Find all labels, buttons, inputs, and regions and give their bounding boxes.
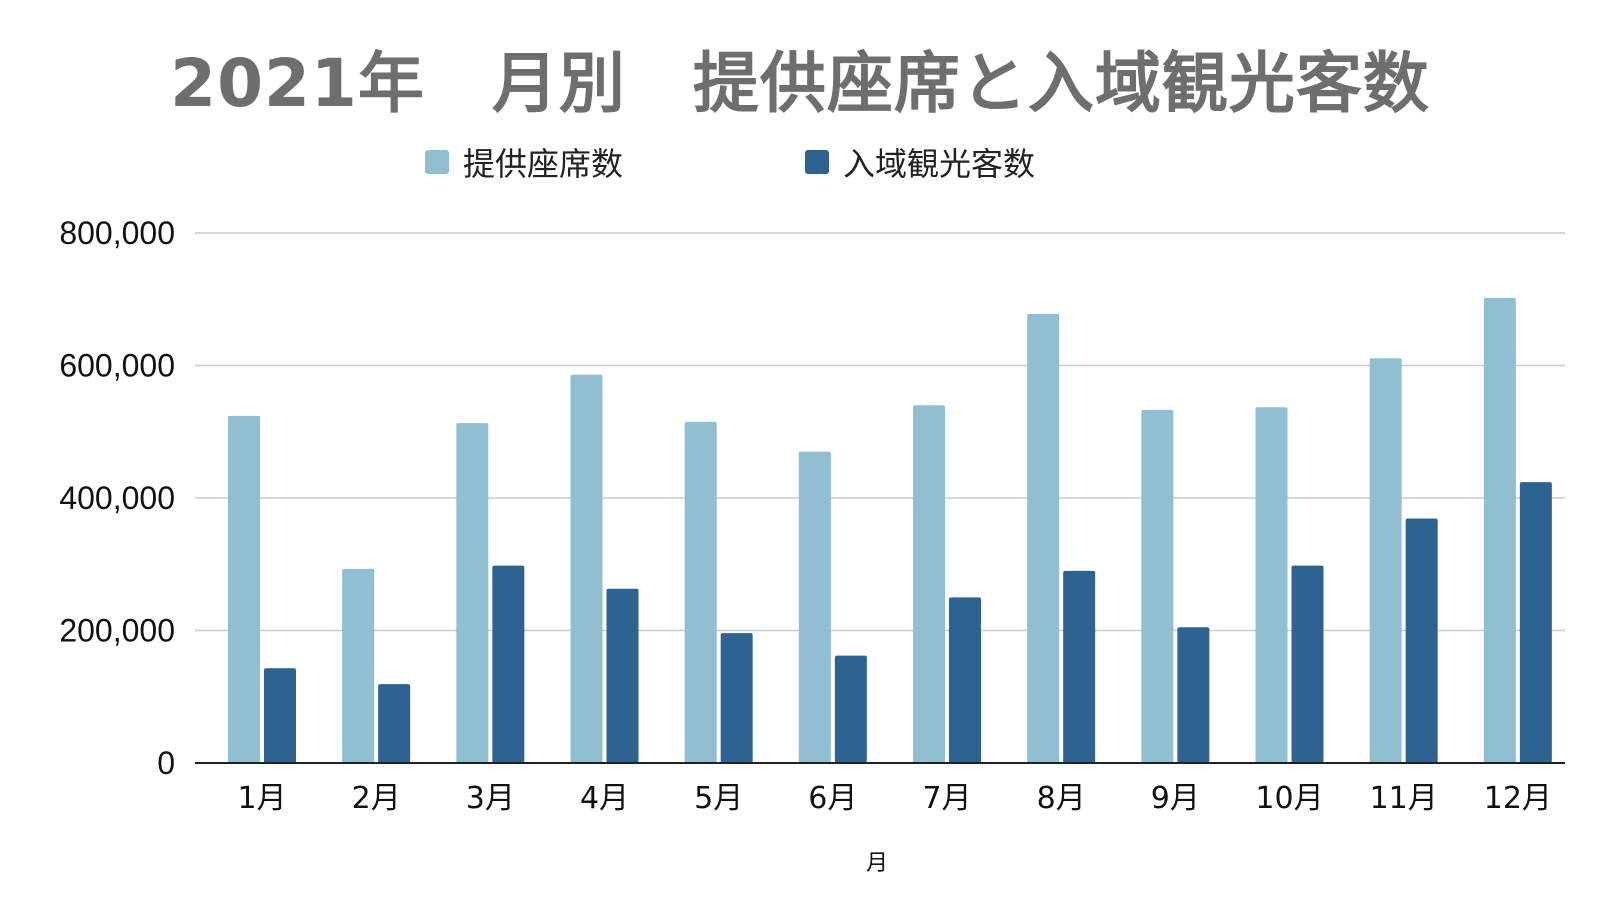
x-tick-label: 2月 (352, 781, 401, 816)
legend-label-series-2: 入域観光客数 (843, 145, 1036, 183)
bar-series-2 (949, 597, 981, 763)
bar-series-1 (228, 415, 260, 763)
bar-series-2 (264, 668, 296, 763)
x-tick-label: 9月 (1151, 781, 1200, 816)
legend-swatch-series-1 (425, 150, 449, 174)
x-tick-label: 6月 (808, 781, 857, 816)
legend-swatch-series-2 (805, 150, 829, 174)
x-tick-label: 12月 (1484, 781, 1552, 816)
bar-series-2 (492, 565, 525, 763)
x-tick-label: 1月 (237, 781, 286, 816)
legend-item-series-1: 提供座席数 (425, 142, 624, 183)
bar-series-1 (1141, 409, 1174, 763)
y-tick-label: 0 (157, 745, 175, 781)
bar-series-1 (913, 405, 945, 763)
bar-series-2 (1405, 518, 1438, 763)
x-tick-label: 8月 (1037, 781, 1086, 816)
bar-series-1 (798, 451, 831, 763)
legend-label-series-1: 提供座席数 (463, 145, 624, 183)
bar-series-1 (342, 568, 375, 763)
bar-series-1 (456, 423, 489, 763)
x-tick-label: 10月 (1255, 781, 1323, 816)
y-tick-label: 400,000 (59, 480, 175, 516)
bar-series-1 (1369, 358, 1402, 763)
bar-series-2 (378, 684, 411, 763)
bar-series-2 (606, 588, 639, 763)
bar-series-2 (1177, 627, 1210, 763)
bar-series-1 (1027, 313, 1060, 763)
bar-series-1 (1255, 407, 1288, 763)
y-tick-label: 800,000 (59, 215, 175, 251)
bar-series-2 (1291, 565, 1324, 763)
bar-series-2 (1063, 570, 1096, 763)
legend-item-series-2: 入域観光客数 (805, 142, 1036, 183)
x-tick-label: 5月 (694, 781, 743, 816)
bar-series-2 (1519, 482, 1552, 763)
x-tick-label: 3月 (466, 781, 515, 816)
bar-series-1 (684, 421, 717, 763)
x-axis-label: 月 (866, 851, 888, 876)
x-tick-label: 11月 (1370, 781, 1438, 816)
x-tick-label: 4月 (580, 781, 629, 816)
y-tick-label: 600,000 (59, 348, 175, 384)
bar-series-1 (1483, 297, 1516, 763)
bar-series-2 (834, 655, 867, 763)
chart-title: 2021年 月別 提供座席と入域観光客数 (170, 45, 1430, 122)
bar-series-2 (720, 633, 753, 763)
x-tick-label: 7月 (922, 781, 971, 816)
y-tick-label: 200,000 (59, 613, 175, 649)
bar-series-1 (570, 374, 603, 763)
legend: 提供座席数 入域観光客数 (0, 142, 1600, 183)
